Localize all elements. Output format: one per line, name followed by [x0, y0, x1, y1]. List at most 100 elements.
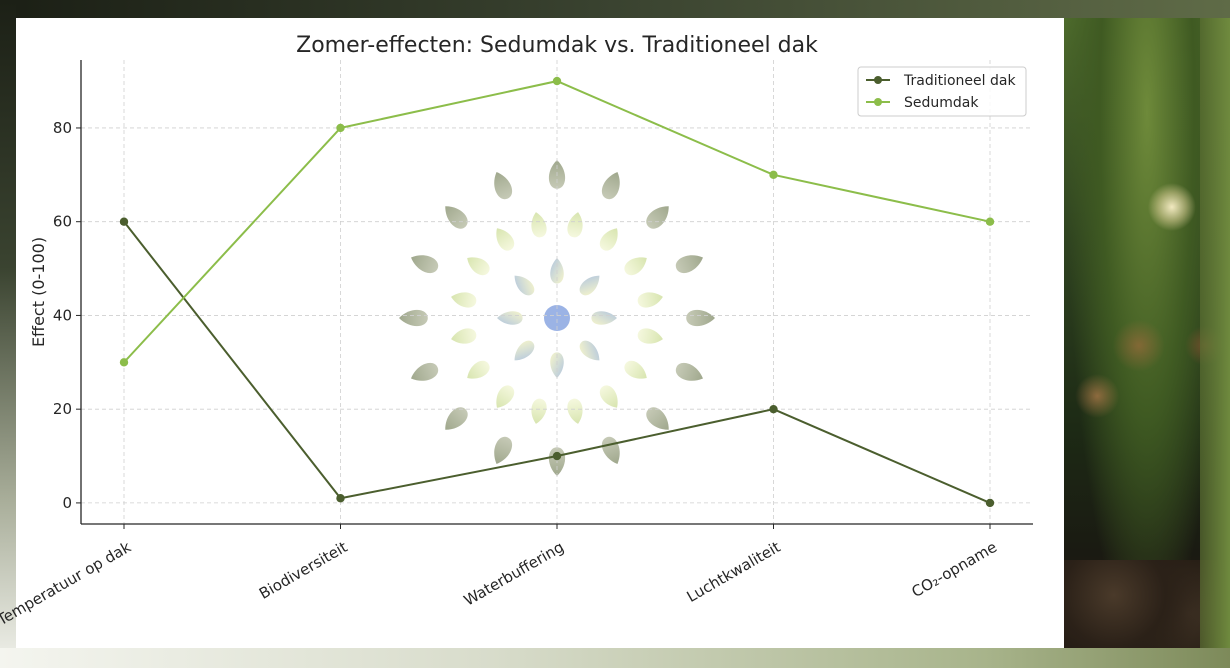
emblem-mid-petal — [624, 257, 647, 276]
emblem-outer-petal-shape — [494, 172, 513, 200]
emblem-inner-petal-shape — [550, 352, 564, 378]
series-point-0 — [985, 498, 995, 508]
emblem-outer-petal — [675, 362, 703, 381]
emblem-mid-petal — [531, 212, 547, 238]
emblem-mid-petal — [624, 360, 647, 379]
emblem-outer-petal — [675, 255, 703, 274]
y-tick-label: 80 — [53, 119, 72, 137]
emblem-mid-petal — [451, 292, 477, 308]
series-point-1 — [985, 217, 995, 226]
emblem-inner-petal — [550, 352, 564, 378]
emblem-mid-petal-shape — [567, 398, 583, 424]
emblem-mid-petal-shape — [467, 257, 490, 276]
emblem-mid-petal-shape — [637, 328, 663, 344]
emblem-outer-petal — [601, 436, 620, 464]
emblem-inner-petal-shape — [497, 311, 523, 325]
series-point-1 — [336, 123, 345, 133]
series-group — [119, 76, 995, 508]
emblem-outer-petal — [445, 206, 468, 229]
series-point-0 — [336, 494, 345, 503]
chart-panel — [16, 18, 1064, 648]
emblem-inner-petal — [514, 340, 535, 361]
emblem-mid-petal — [496, 228, 515, 251]
emblem-mid-petal-shape — [496, 385, 515, 408]
emblem-outer-petal — [646, 206, 669, 229]
emblem-mid-petal — [637, 292, 663, 308]
legend-marker-sedumdak — [874, 98, 882, 106]
x-ticks: Temperatuur op dak Biodiversiteit Waterbuf… — [0, 524, 1000, 630]
emblem-outer-petal — [445, 407, 468, 430]
y-tick-label: 40 — [53, 306, 72, 324]
x-tick-label: Luchtkwaliteit — [684, 538, 784, 606]
gridlines — [81, 60, 1033, 524]
emblem-mid-petal-shape — [531, 212, 547, 238]
y-tick-label: 60 — [53, 213, 72, 231]
emblem-mid-petal — [637, 328, 663, 344]
series-point-1 — [119, 358, 129, 367]
emblem-mid-petal — [567, 212, 583, 238]
emblem-mid-petal — [531, 398, 547, 424]
emblem-outer-petal-shape — [411, 255, 439, 274]
watermark-flower-emblem — [399, 160, 715, 476]
emblem-inner-petal-shape — [579, 340, 600, 361]
y-axis-label: Effect (0-100) — [29, 237, 48, 347]
emblem-outer-petal — [411, 362, 439, 381]
emblem-mid-petal — [599, 385, 618, 408]
emblem-inner-petal — [591, 311, 617, 325]
emblem-outer-petal — [399, 309, 428, 327]
emblem-center — [544, 305, 570, 331]
emblem-mid-petal-shape — [451, 292, 477, 308]
emblem-outer-petal — [494, 172, 513, 200]
legend-label-sedumdak: Sedumdak — [904, 95, 979, 111]
legend: Traditioneel dak Sedumdak — [857, 66, 1027, 117]
frame-top — [0, 0, 1230, 18]
emblem-outer-petal — [686, 309, 715, 327]
emblem-mid-petal-shape — [637, 292, 663, 308]
emblem-mid-petal — [467, 360, 490, 379]
emblem-outer-petal-shape — [445, 206, 468, 229]
emblem-mid-petal-shape — [567, 212, 583, 238]
emblem-outer-petal — [646, 407, 669, 430]
emblem-mid-petal — [599, 228, 618, 251]
series-point-0 — [769, 404, 778, 414]
frame-bottom — [0, 648, 1230, 668]
y-ticks: 0 20 40 60 80 — [53, 119, 81, 512]
photo-edge-strip — [1200, 18, 1230, 648]
emblem-mid-petal-shape — [467, 360, 490, 379]
emblem-inner-petal-shape — [514, 275, 535, 296]
emblem-mid-petal-shape — [599, 228, 618, 251]
emblem-inner-petal — [579, 275, 600, 296]
emblem-outer-petal — [601, 172, 620, 200]
series-point-1 — [552, 76, 562, 86]
frame-left — [0, 0, 16, 668]
emblem-mid-petal-shape — [599, 385, 618, 408]
legend-marker-traditioneel — [874, 76, 882, 84]
x-tick-label: CO₂-opname — [909, 538, 1000, 601]
emblem-inner-petal — [514, 275, 535, 296]
emblem-mid-petal-shape — [624, 360, 647, 379]
emblem-outer-petal-shape — [411, 362, 439, 381]
emblem-outer-petal-shape — [675, 362, 703, 381]
series-point-1 — [769, 170, 778, 180]
emblem-outer-petal-shape — [646, 407, 669, 430]
emblem-inner-petal-shape — [514, 340, 535, 361]
chart-title: Zomer-effecten: Sedumdak vs. Traditionee… — [296, 33, 818, 58]
series-point-0 — [552, 451, 562, 461]
emblem-mid-petal — [451, 328, 477, 344]
y-tick-label: 0 — [62, 494, 72, 512]
emblem-outer-petal-shape — [494, 436, 513, 464]
x-tick-label: Biodiversiteit — [256, 538, 351, 603]
emblem-outer-petal-shape — [399, 309, 428, 327]
emblem-outer-petal-shape — [686, 309, 715, 327]
series-point-0 — [119, 217, 129, 226]
emblem-outer-petal-shape — [675, 255, 703, 274]
x-tick-label: Waterbuffering — [461, 538, 567, 610]
emblem-inner-petal — [497, 311, 523, 325]
emblem-outer-petal — [411, 255, 439, 274]
emblem-mid-petal — [567, 398, 583, 424]
y-tick-label: 20 — [53, 400, 72, 418]
emblem-outer-petal-shape — [445, 407, 468, 430]
emblem-outer-petal-shape — [601, 436, 620, 464]
emblem-outer-petal — [494, 436, 513, 464]
